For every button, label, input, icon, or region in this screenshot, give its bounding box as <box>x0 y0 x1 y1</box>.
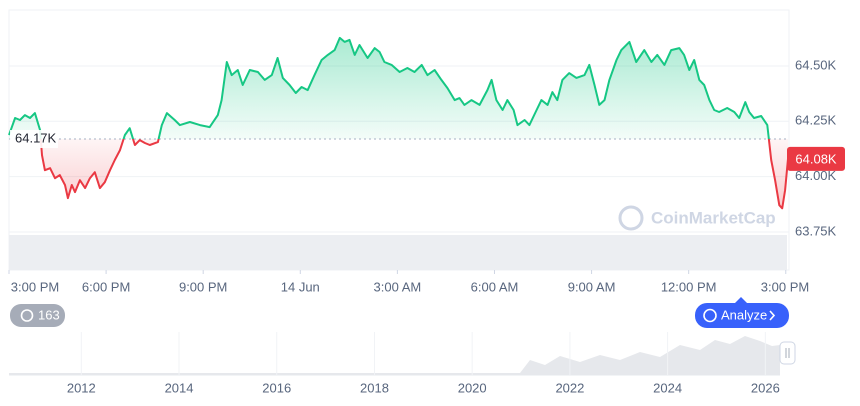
price-line <box>8 36 789 210</box>
x-tick-label: 12:00 PM <box>661 279 717 294</box>
chevron <box>769 310 776 321</box>
x-tick-label: 3:00 PM <box>761 279 809 294</box>
x-tick-label: 3:00 PM <box>11 279 59 294</box>
x-tick-label: 9:00 PM <box>179 279 227 294</box>
navigator-tick-label: 2022 <box>555 380 584 395</box>
navigator-tick-label: 2018 <box>360 380 389 395</box>
baseline-label-box <box>10 130 58 149</box>
navigator-tick-label: 2012 <box>67 380 96 395</box>
x-tick-label: 6:00 PM <box>82 279 130 294</box>
navigator-tick-label: 2026 <box>751 380 780 395</box>
area-fill <box>9 37 789 209</box>
watermark: CoinMarketCap <box>618 205 776 231</box>
navigator-tick-label: 2020 <box>458 380 487 395</box>
navigator-tick-label: 2014 <box>165 380 194 395</box>
y-tick-label: 63.75K <box>795 223 837 238</box>
watermark-text: CoinMarketCap <box>651 208 776 227</box>
analyze-icon <box>703 308 717 323</box>
analyze-label[interactable]: Analyze <box>721 307 767 322</box>
x-tick-label: 9:00 AM <box>568 279 616 294</box>
last-price-label: 64.08K <box>795 151 837 166</box>
pointer <box>735 297 747 303</box>
volume-band <box>9 235 787 270</box>
navigator-handle[interactable] <box>779 341 796 365</box>
navigator-area <box>9 336 780 375</box>
y-tick-label: 64.50K <box>795 57 837 72</box>
last-price-badge <box>787 146 845 171</box>
x-tick-label: 14 Jun <box>281 279 320 294</box>
x-tick-label: 6:00 AM <box>471 279 519 294</box>
y-tick-label: 64.25K <box>795 113 837 128</box>
history-count[interactable]: 163 <box>38 307 60 322</box>
history-pill[interactable] <box>10 304 65 327</box>
watermark-logo <box>618 205 644 231</box>
history-icon <box>20 309 34 322</box>
analyze-button[interactable]: Analyze <box>695 297 789 328</box>
baseline-label: 64.17K <box>15 130 57 145</box>
history-badge[interactable]: 163 <box>10 304 65 327</box>
navigator-tick-label: 2024 <box>653 380 682 395</box>
y-tick-label: 64.00K <box>795 168 837 183</box>
analyze-pill[interactable] <box>695 303 789 328</box>
x-tick-label: 3:00 AM <box>374 279 422 294</box>
navigator-tick-label: 2016 <box>262 380 291 395</box>
